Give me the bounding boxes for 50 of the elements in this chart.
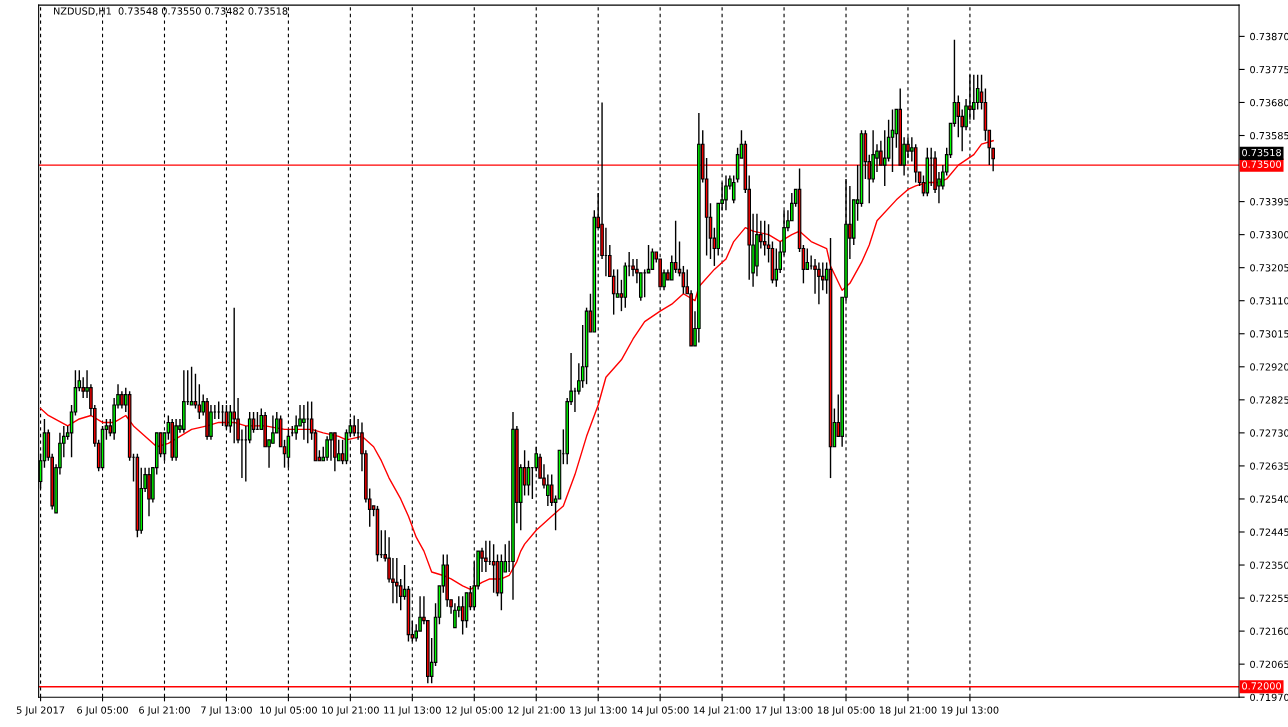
candlestick (352, 414, 357, 438)
candlestick (817, 261, 821, 305)
x-tick-label: 18 Jul 05:00 (817, 706, 875, 716)
x-tick-label: 17 Jul 13:00 (755, 706, 813, 716)
x-tick-label: 6 Jul 21:00 (139, 706, 190, 716)
candlestick (220, 404, 225, 427)
x-tick-label: 7 Jul 13:00 (201, 706, 252, 716)
candlestick (484, 539, 488, 573)
x-tick-label: 14 Jul 21:00 (694, 706, 751, 716)
x-tick-label: 14 Jul 05:00 (632, 706, 689, 716)
candlestick (975, 73, 980, 111)
x-tick-label: 6 Jul 05:00 (77, 706, 128, 716)
candlestick (646, 244, 651, 274)
ref-line-label: 0.73500 (1242, 160, 1282, 168)
candlestick (271, 414, 275, 445)
candlestick (232, 306, 236, 445)
y-tick-label: 0.72065 (1250, 660, 1288, 668)
candlestick (972, 73, 976, 121)
x-tick-label: 5 Jul 2017 (16, 706, 65, 716)
candlestick (325, 435, 329, 462)
y-tick-label: 0.72825 (1250, 396, 1288, 404)
x-tick-label: 10 Jul 05:00 (260, 706, 317, 716)
y-tick-label: 0.72445 (1250, 528, 1288, 536)
x-tick-label: 19 Jul 13:00 (941, 706, 999, 716)
candlestick (193, 373, 198, 410)
y-tick-label: 0.73775 (1250, 65, 1288, 74)
x-tick-label: 12 Jul 21:00 (508, 706, 565, 716)
x-tick-label: 10 Jul 21:00 (322, 706, 379, 716)
x-tick-label: 13 Jul 13:00 (570, 706, 627, 716)
y-tick-label: 0.73015 (1250, 330, 1288, 338)
x-tick-label: 12 Jul 05:00 (446, 706, 503, 716)
chart-title: NZDUSD,H1 0.73548 0.73550 0.73482 0.73518 (54, 7, 288, 16)
candlestick (302, 404, 306, 441)
candlestick (294, 414, 298, 441)
y-tick-label: 0.72255 (1250, 594, 1288, 602)
x-tick-label: 18 Jul 21:00 (879, 706, 937, 716)
y-tick-label: 0.72635 (1250, 462, 1288, 470)
y-tick-label: 0.73585 (1250, 131, 1288, 140)
candlestick (805, 247, 810, 271)
y-tick-label: 0.73205 (1250, 264, 1288, 272)
text: 0.73518 (1242, 148, 1281, 157)
candlestick (724, 174, 728, 211)
ref-line-label: 0.72000 (1242, 682, 1282, 690)
candlestick (615, 268, 620, 298)
candlestick (189, 366, 194, 406)
x-tick-label: 11 Jul 13:00 (384, 706, 441, 716)
candlestick (329, 432, 333, 462)
candlestick (642, 268, 647, 298)
candlestick (460, 595, 465, 636)
y-tick-label: 0.73395 (1250, 198, 1288, 206)
